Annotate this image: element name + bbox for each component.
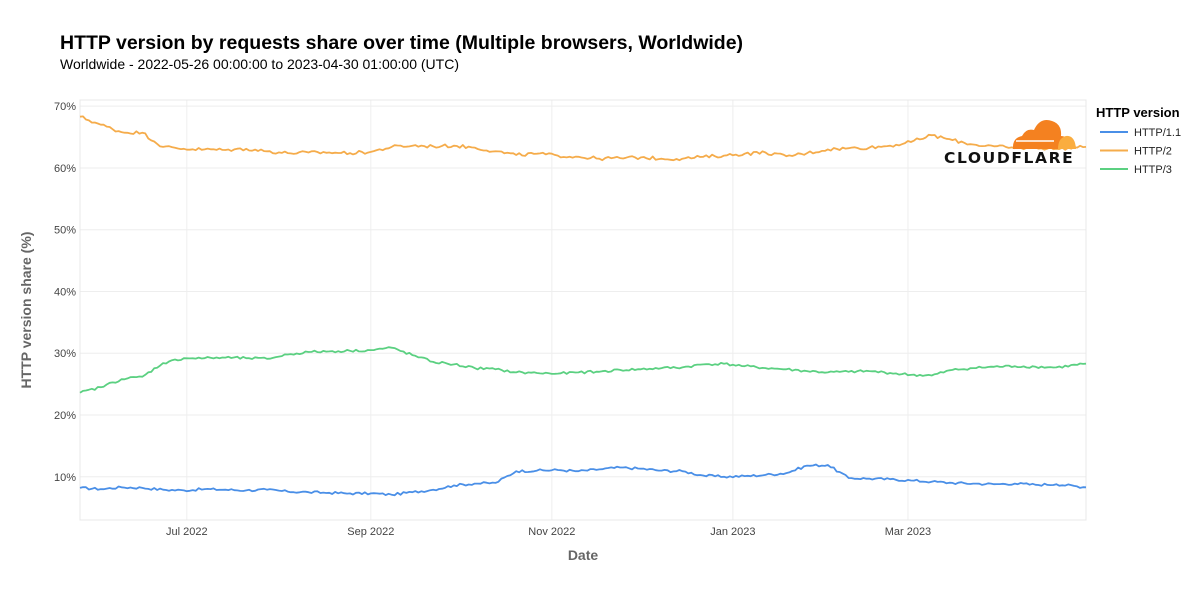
x-tick-label: Jan 2023 xyxy=(710,526,755,538)
legend-title: HTTP version xyxy=(1096,105,1180,120)
cloudflare-logo-text: CLOUDFLARE xyxy=(944,149,1074,167)
y-tick-label: 40% xyxy=(54,286,76,298)
legend-item-label: HTTP/3 xyxy=(1134,164,1172,176)
gridlines xyxy=(80,100,1086,520)
legend: HTTP version HTTP/1.1 HTTP/2 HTTP/3 xyxy=(1096,105,1181,176)
y-tick-label: 50% xyxy=(54,225,76,237)
legend-item-label: HTTP/1.1 xyxy=(1134,127,1181,139)
chart-subtitle: Worldwide - 2022-05-26 00:00:00 to 2023-… xyxy=(60,56,459,72)
cloudflare-logo: CLOUDFLARE xyxy=(944,120,1076,167)
cloudflare-cloud-icon-light xyxy=(1058,135,1076,149)
y-axis-title: HTTP version share (%) xyxy=(18,232,34,389)
x-tick-label: Nov 2022 xyxy=(528,526,575,538)
legend-item-label: HTTP/2 xyxy=(1134,146,1172,158)
series-line-http-3 xyxy=(79,346,1087,394)
y-tick-label: 30% xyxy=(54,348,76,360)
y-tick-label: 20% xyxy=(54,410,76,422)
axis-ticks: 10% 20% 30% 40% 50% 60% 70% Jul 2022 Sep 2022 Nov… xyxy=(54,101,931,538)
series-lines xyxy=(79,115,1087,497)
cloudflare-cloud-icon xyxy=(1012,120,1070,149)
chart-title: HTTP version by requests share over time… xyxy=(60,32,744,54)
y-tick-label: 10% xyxy=(54,472,76,484)
x-tick-label: Sep 2022 xyxy=(347,526,394,538)
plot-frame xyxy=(79,99,1087,521)
series-line-http-1-1 xyxy=(79,463,1087,497)
series-line-http-2 xyxy=(79,115,1087,162)
x-tick-label: Mar 2023 xyxy=(885,526,931,538)
x-axis-title: Date xyxy=(568,547,599,563)
x-tick-label: Jul 2022 xyxy=(166,526,208,538)
y-tick-label: 70% xyxy=(54,101,76,113)
y-tick-label: 60% xyxy=(54,163,76,175)
